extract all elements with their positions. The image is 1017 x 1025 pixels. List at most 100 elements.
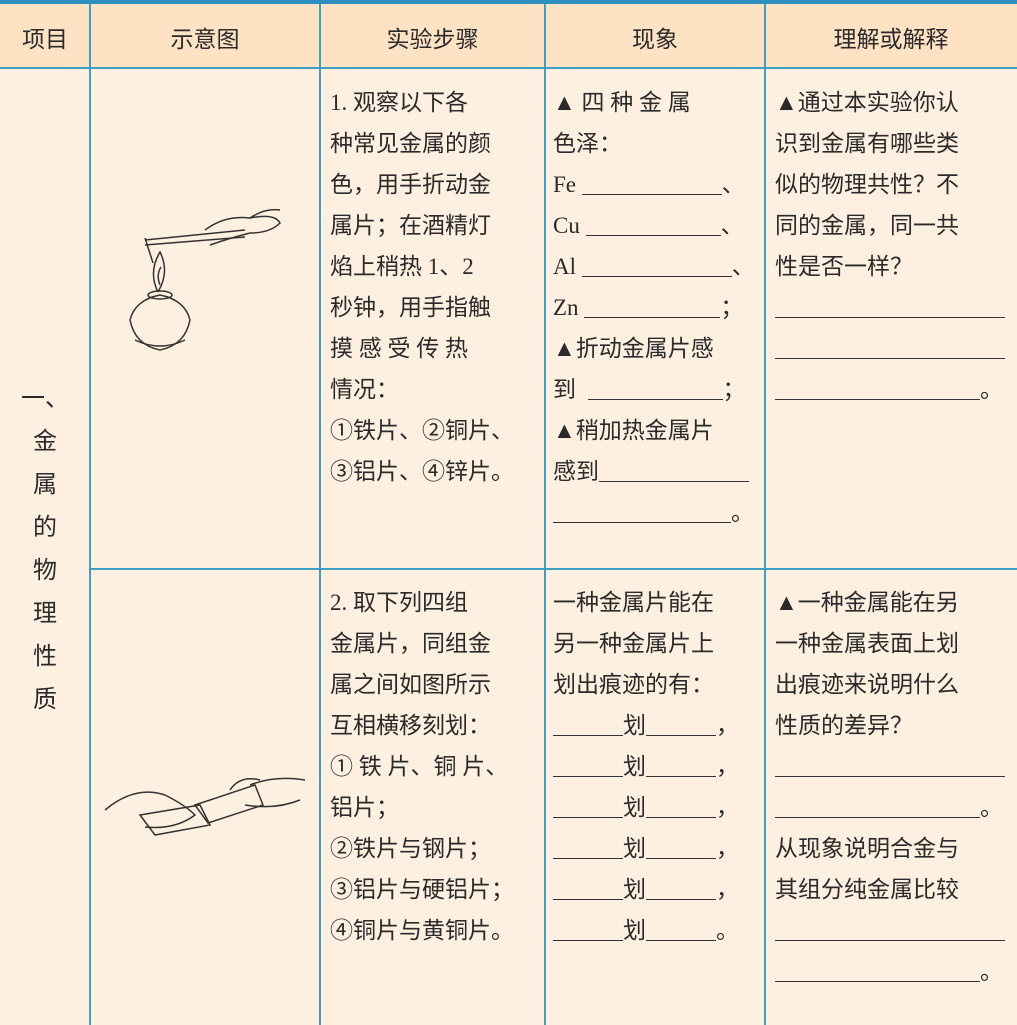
text-line: 色，用手折动金	[330, 172, 491, 197]
text-line: 属之间如图所示	[330, 672, 491, 697]
border	[89, 4, 91, 1025]
text-line: ▲ 四 种 金 属	[553, 90, 691, 115]
text: 、	[720, 213, 744, 238]
blank	[775, 746, 1005, 777]
blank	[775, 369, 980, 400]
text-line: 互相横移刻划：	[330, 713, 491, 738]
blank	[775, 951, 980, 982]
text: ，	[716, 836, 739, 861]
text: ，	[716, 754, 739, 779]
blank	[646, 910, 716, 941]
blank	[646, 828, 716, 859]
item-char: 物	[33, 558, 57, 584]
text-line: 一种金属表面上划	[775, 631, 959, 656]
phenomenon-cell: 一种金属片能在 另一种金属片上 划出痕迹的有： 划， 划， 划， 划， 划， 划…	[553, 582, 739, 951]
text-line: 划。	[553, 910, 739, 951]
blank	[775, 287, 1005, 318]
border	[764, 4, 766, 1025]
text: 。	[716, 918, 739, 943]
text-line: 属片；在酒精灯	[330, 213, 491, 238]
blank	[553, 828, 623, 859]
text-line	[775, 746, 1005, 787]
text: ；	[722, 377, 746, 402]
text: Zn	[553, 295, 579, 320]
blank	[646, 787, 716, 818]
text-line: 其组分纯金属比较	[775, 877, 959, 902]
text: 划	[623, 836, 646, 861]
header-cell: 理解或解释	[833, 27, 949, 53]
text-line: ①铁片、②铜片、	[330, 418, 514, 443]
text-line: 。	[553, 492, 755, 533]
text-line: 划，	[553, 787, 739, 828]
text-line: 摸 感 受 传 热	[330, 336, 468, 361]
text-line: 划，	[553, 705, 739, 746]
text-line	[775, 287, 1005, 328]
text-line: 铝片；	[330, 795, 399, 820]
text: 。	[731, 500, 754, 525]
text: 。	[980, 795, 1003, 820]
text: Al	[553, 254, 576, 279]
text-line: 。	[775, 951, 1005, 992]
blank	[553, 787, 623, 818]
text: ，	[716, 713, 739, 738]
blank	[599, 451, 749, 482]
blank	[553, 746, 623, 777]
blank	[775, 787, 980, 818]
text-line: Fe 、	[553, 164, 755, 205]
blank	[581, 246, 732, 277]
border	[90, 568, 1017, 570]
lamp-illustration	[129, 208, 281, 351]
text-line: 似的物理共性？不	[775, 172, 959, 197]
text-line: 划，	[553, 869, 739, 910]
blank	[646, 869, 716, 900]
text-line: 性是否一样？	[775, 254, 913, 279]
text: 划	[623, 877, 646, 902]
blank	[646, 746, 716, 777]
text-line: Zn ；	[553, 287, 755, 328]
header-cell: 现象	[632, 27, 678, 53]
text-line: ▲折动金属片感	[553, 336, 714, 361]
text: 划	[623, 918, 646, 943]
text-line: 焰上稍热 1、2	[330, 254, 474, 279]
text-line: Cu 、	[553, 205, 755, 246]
blank	[775, 910, 1005, 941]
item-char: 性	[33, 644, 57, 670]
text-line: 2. 取下列四组	[330, 590, 468, 615]
header-cell: 实验步骤	[386, 27, 479, 53]
item-char: 一、	[21, 386, 69, 412]
text-line	[775, 910, 1005, 951]
text-line: ②铁片与钢片；	[330, 836, 491, 861]
header-cell: 示意图	[170, 27, 240, 53]
text-line	[775, 328, 1005, 369]
blank	[553, 705, 623, 736]
blank	[584, 287, 721, 318]
text-line: 感到	[553, 451, 755, 492]
text: 到	[553, 377, 576, 402]
scratch-illustration	[104, 777, 306, 836]
text-line: ▲稍加热金属片	[553, 418, 714, 443]
item-char: 金	[33, 429, 57, 455]
explanation-cell: ▲一种金属能在另 一种金属表面上划 出痕迹来说明什么 性质的差异？ 。 从现象说…	[775, 582, 1005, 992]
phenomenon-cell: ▲ 四 种 金 属 色泽： Fe 、 Cu 、 Al 、 Zn ； ▲折动金属片…	[553, 82, 755, 533]
text-line: ④铜片与黄铜片。	[330, 918, 514, 943]
text-line: 种常见金属的颜	[330, 131, 491, 156]
item-char: 属	[33, 472, 57, 498]
blank	[553, 869, 623, 900]
text-line: 识到金属有哪些类	[775, 131, 959, 156]
text: 、	[721, 172, 745, 197]
text: ，	[716, 877, 739, 902]
item-char: 的	[33, 515, 57, 541]
text-line: 。	[775, 787, 1005, 828]
item-char: 理	[33, 601, 57, 627]
text-line: 情况：	[330, 377, 399, 402]
text: Cu	[553, 213, 580, 238]
blank	[553, 492, 731, 523]
blank	[553, 910, 623, 941]
text-line: 划，	[553, 828, 739, 869]
text-line: 另一种金属片上	[553, 631, 714, 656]
text: 划	[623, 754, 646, 779]
text-line: 同的金属，同一共	[775, 213, 959, 238]
text-line: ① 铁 片、铜 片、	[330, 754, 509, 779]
text-line: 一种金属片能在	[553, 590, 714, 615]
explanation-cell: ▲通过本实验你认 识到金属有哪些类 似的物理共性？不 同的金属，同一共 性是否一…	[775, 82, 1005, 410]
